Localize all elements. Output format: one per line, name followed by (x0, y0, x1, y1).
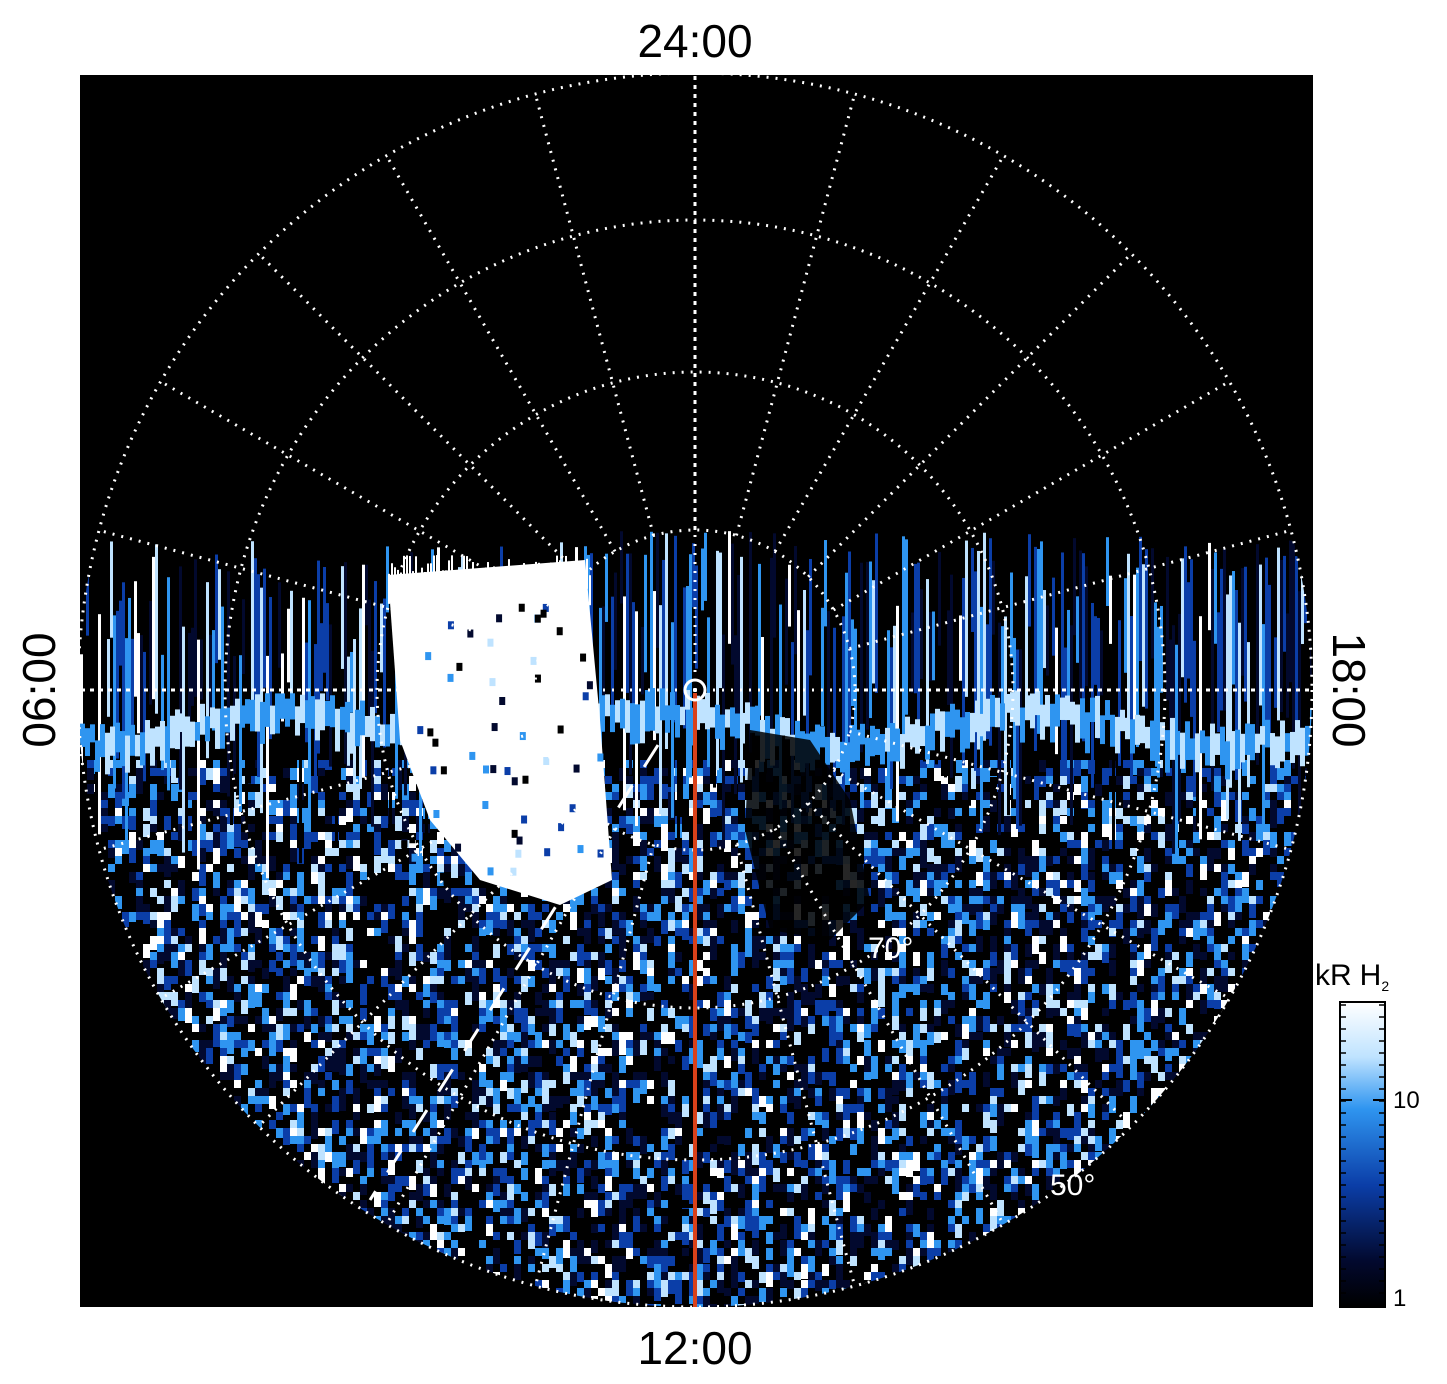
colorbar: kR H2 10 1 (1315, 959, 1420, 1312)
lt-label-right: 18:00 (1323, 632, 1375, 747)
lat-label-70: 70° (868, 932, 913, 965)
dashed-reference-line (368, 744, 660, 1201)
colorbar-species-subscript: 2 (1381, 978, 1389, 994)
colorbar-tick-label-1: 1 (1393, 1285, 1406, 1312)
lt-label-top: 24:00 (637, 15, 752, 67)
colorbar-tick-label-10: 10 (1393, 1087, 1420, 1114)
colorbar-gradient (1339, 1001, 1386, 1308)
bright-emission-region (388, 555, 612, 905)
lt-label-left: 06:00 (13, 632, 65, 747)
colorbar-title: kR H2 (1315, 959, 1389, 994)
colorbar-species: H (1360, 959, 1382, 992)
colorbar-minor-ticks (1340, 1004, 1385, 1294)
auroral-emission-band (80, 530, 1312, 879)
lt-label-bottom: 12:00 (637, 1322, 752, 1374)
lat-lon-grid (80, 75, 1313, 1307)
colorbar-unit: kR (1315, 959, 1352, 992)
lat-label-50: 50° (1050, 1169, 1095, 1202)
dark-sector-region (745, 730, 870, 940)
pole-marker (683, 678, 707, 702)
